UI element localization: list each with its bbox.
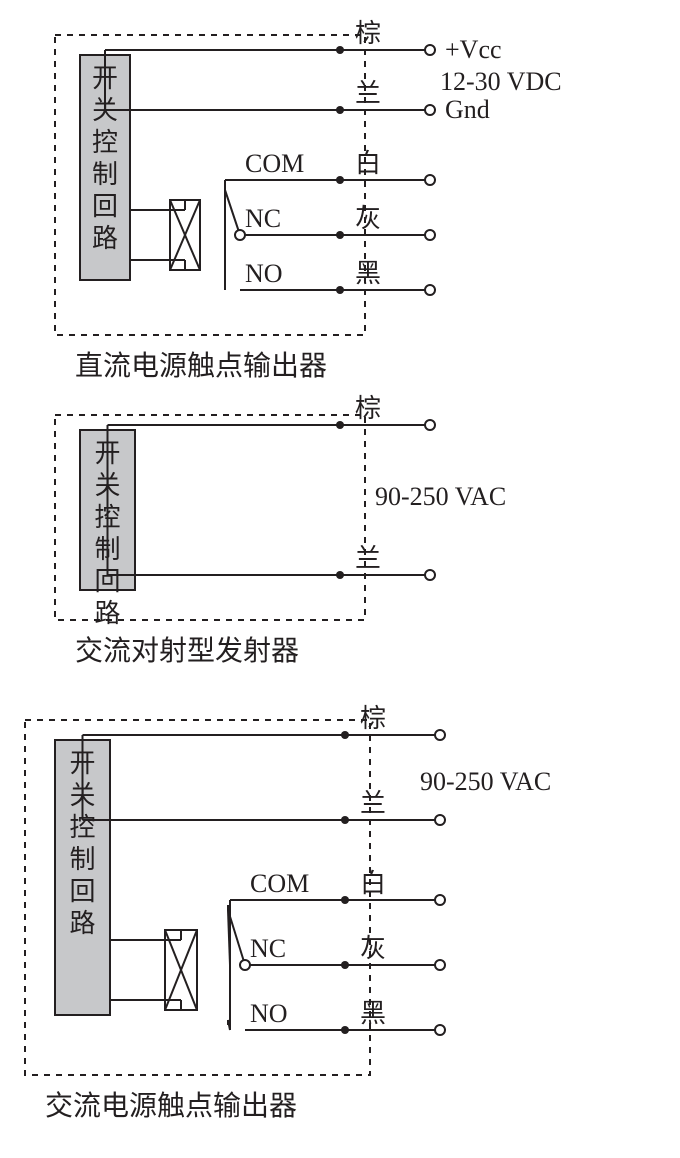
terminal-gray (435, 960, 445, 970)
terminal-white (425, 175, 435, 185)
node-blue (341, 816, 349, 824)
label-black: 黑 (355, 259, 381, 288)
label-brown: 棕 (355, 394, 381, 423)
node-gray (336, 231, 344, 239)
label-blue: 兰 (355, 544, 381, 573)
contact-pivot (235, 230, 245, 240)
switch-box-label-1: 制 (92, 160, 118, 189)
extra-label: 90-250 VAC (420, 767, 551, 796)
label-gray: 灰 (355, 204, 381, 233)
switch-box-label-2: 路 (94, 599, 120, 628)
node-brown (336, 421, 344, 429)
label-white: 白 (355, 149, 381, 178)
node-white (336, 176, 344, 184)
terminal-brown (425, 420, 435, 430)
signal-black: NO (245, 259, 283, 288)
terminal-brown (435, 730, 445, 740)
caption-1: 直流电源触点输出器 (75, 350, 327, 382)
switch-box-label-3: 制 (69, 845, 95, 874)
node-blue (336, 571, 344, 579)
terminal-gray (425, 230, 435, 240)
switch-box-label-1: 控 (92, 128, 118, 157)
switch-box-label-3: 回 (69, 877, 95, 906)
label-gray: 灰 (360, 934, 386, 963)
terminal-white (435, 895, 445, 905)
extra-label: 12-30 VDC (440, 67, 562, 96)
node-gray (341, 961, 349, 969)
node-blue (336, 106, 344, 114)
label-black: 黑 (360, 999, 386, 1028)
extra-label: 90-250 VAC (375, 482, 506, 511)
label-white: 白 (360, 869, 386, 898)
side-blue: Gnd (445, 95, 490, 124)
switch-box-label-3: 路 (69, 909, 95, 938)
signal-black: NO (250, 999, 288, 1028)
node-black (341, 1026, 349, 1034)
caption-3: 交流电源触点输出器 (45, 1090, 297, 1122)
signal-gray: NC (245, 204, 281, 233)
signal-white: COM (250, 869, 309, 898)
node-white (341, 896, 349, 904)
switch-box-label-1: 回 (92, 192, 118, 221)
terminal-blue (435, 815, 445, 825)
terminal-blue (425, 570, 435, 580)
caption-2: 交流对射型发射器 (75, 635, 299, 667)
terminal-blue (425, 105, 435, 115)
label-brown: 棕 (355, 19, 381, 48)
label-blue: 兰 (360, 789, 386, 818)
terminal-brown (425, 45, 435, 55)
terminal-black (435, 1025, 445, 1035)
node-brown (341, 731, 349, 739)
switch-box-label-1: 路 (92, 224, 118, 253)
side-brown: +Vcc (445, 35, 502, 64)
contact-arm (225, 190, 240, 235)
signal-white: COM (245, 149, 304, 178)
signal-gray: NC (250, 934, 286, 963)
terminal-black (425, 285, 435, 295)
label-brown: 棕 (360, 704, 386, 733)
node-brown (336, 46, 344, 54)
node-black (336, 286, 344, 294)
contact-pivot (240, 960, 250, 970)
label-blue: 兰 (355, 79, 381, 108)
